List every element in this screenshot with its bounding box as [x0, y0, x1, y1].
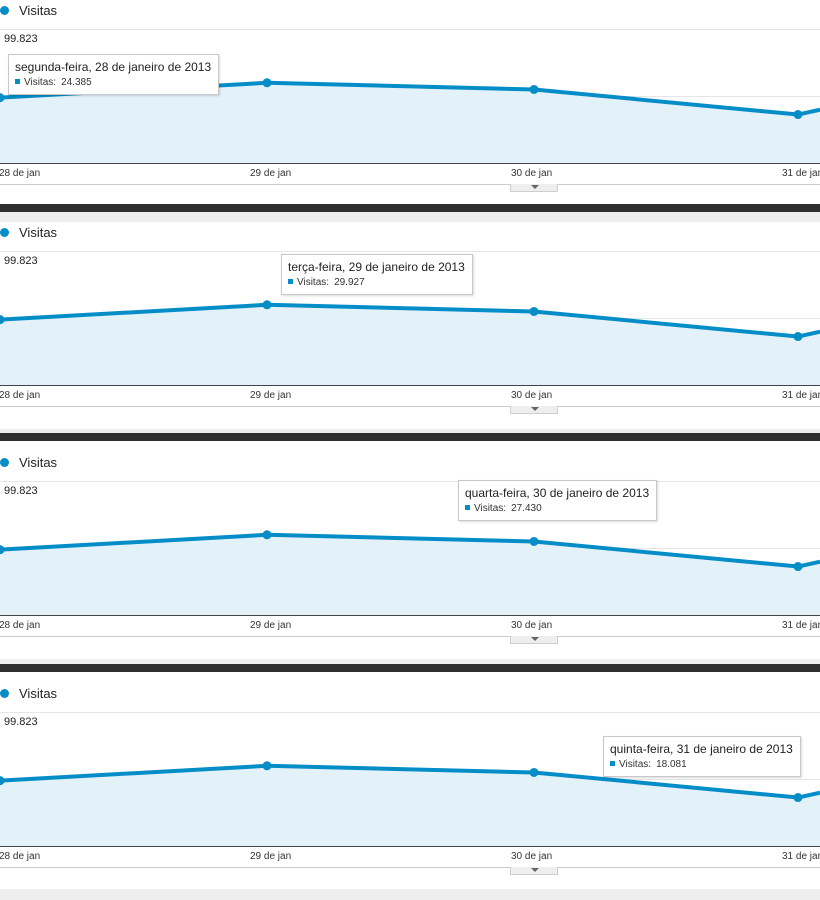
- x-tick-label: 29 de jan: [250, 390, 292, 401]
- tooltip-metric-value: 29.927: [334, 277, 365, 288]
- chart-panel-1: Visitas 99.823 28 de jan 29 de jan 30 de jan…: [0, 0, 820, 204]
- series-swatch-icon: [15, 79, 20, 84]
- panel-divider: [0, 204, 820, 212]
- series-area-visitas: [0, 304, 820, 385]
- y-axis-max-label: 99.823: [4, 255, 38, 267]
- x-tick-label: 31 de jan: [782, 390, 820, 401]
- tooltip-date: terça-feira, 29 de janeiro de 2013: [288, 260, 465, 274]
- plot-area: [0, 251, 820, 407]
- chevron-down-icon: [531, 407, 539, 411]
- legend-dot-icon: [0, 458, 9, 467]
- data-point-3[interactable]: [529, 767, 539, 777]
- data-point-2[interactable]: [262, 78, 272, 88]
- tooltip-date: quarta-feira, 30 de janeiro de 2013: [465, 486, 650, 500]
- series-swatch-icon: [465, 505, 470, 510]
- plot-area: [0, 29, 820, 185]
- y-axis-max-label: 99.823: [4, 33, 38, 45]
- x-tick-label: 30 de jan: [511, 168, 553, 179]
- x-tick-label: 28 de jan: [0, 168, 41, 179]
- data-point-1[interactable]: [0, 545, 5, 555]
- data-point-2[interactable]: [262, 761, 272, 771]
- x-tick-label: 28 de jan: [0, 390, 41, 401]
- data-point-2[interactable]: [262, 530, 272, 540]
- panel-gap: [0, 889, 820, 900]
- legend-dot-icon: [0, 228, 9, 237]
- tooltip-metric-label: Visitas:: [474, 503, 507, 514]
- plot-area: [0, 712, 820, 868]
- data-point-1[interactable]: [0, 315, 5, 325]
- series-area-visitas: [0, 765, 820, 846]
- data-point-4[interactable]: [793, 332, 803, 342]
- chart-panel-3: Visitas 99.823 28 de jan 29 de jan 30 de jan…: [0, 452, 820, 656]
- data-point-3[interactable]: [529, 536, 539, 546]
- tooltip-metric-value: 24.385: [61, 77, 92, 88]
- tooltip-metric-label: Visitas:: [619, 759, 652, 770]
- tooltip-metric-value: 27.430: [511, 503, 542, 514]
- x-tick-label: 30 de jan: [511, 620, 553, 631]
- legend-label: Visitas: [19, 455, 58, 470]
- expand-handle[interactable]: [510, 636, 558, 644]
- x-tick-label: 28 de jan: [0, 620, 41, 631]
- panel-gap: [0, 429, 820, 433]
- tooltip-date: segunda-feira, 28 de janeiro de 2013: [15, 60, 212, 74]
- chart-panel-2: Visitas 99.823 28 de jan 29 de jan 30 de jan…: [0, 222, 820, 426]
- data-point-4[interactable]: [793, 110, 803, 120]
- series-swatch-icon: [288, 279, 293, 284]
- x-tick-label: 29 de jan: [250, 168, 292, 179]
- expand-handle[interactable]: [510, 867, 558, 875]
- legend-dot-icon: [0, 689, 9, 698]
- legend-dot-icon: [0, 6, 9, 15]
- x-tick-label: 30 de jan: [511, 390, 553, 401]
- data-point-4[interactable]: [793, 793, 803, 803]
- panel-gap: [0, 659, 820, 664]
- data-point-1[interactable]: [0, 93, 5, 103]
- data-point-1[interactable]: [0, 776, 5, 786]
- data-point-3[interactable]: [529, 84, 539, 94]
- hover-tooltip: quarta-feira, 30 de janeiro de 2013 Visit…: [458, 480, 658, 521]
- hover-tooltip: terça-feira, 29 de janeiro de 2013 Visita…: [281, 254, 473, 295]
- plot-area: [0, 481, 820, 637]
- tooltip-date: quinta-feira, 31 de janeiro de 2013: [610, 742, 793, 756]
- x-tick-label: 31 de jan: [782, 168, 820, 179]
- x-tick-label: 30 de jan: [511, 851, 553, 862]
- x-tick-label: 29 de jan: [250, 620, 292, 631]
- x-tick-label: 28 de jan: [0, 851, 41, 862]
- tooltip-metric-row: Visitas: 18.081: [610, 758, 793, 772]
- series-area-visitas: [0, 82, 820, 163]
- tooltip-metric-label: Visitas:: [24, 77, 57, 88]
- hover-tooltip: segunda-feira, 28 de janeiro de 2013 Visi…: [8, 54, 220, 95]
- expand-handle[interactable]: [510, 406, 558, 414]
- legend-label: Visitas: [19, 225, 58, 240]
- chevron-down-icon: [531, 637, 539, 641]
- x-tick-label: 31 de jan: [782, 620, 820, 631]
- tooltip-metric-row: Visitas: 29.927: [288, 276, 465, 290]
- data-point-4[interactable]: [793, 562, 803, 572]
- legend-label: Visitas: [19, 686, 58, 701]
- series-swatch-icon: [610, 761, 615, 766]
- tooltip-metric-row: Visitas: 24.385: [15, 76, 211, 90]
- x-tick-label: 31 de jan: [782, 851, 820, 862]
- panel-divider: [0, 664, 820, 672]
- y-axis-max-label: 99.823: [4, 485, 38, 497]
- chart-panel-4: Visitas 99.823 28 de jan 29 de jan 30 de jan…: [0, 683, 820, 887]
- x-tick-label: 29 de jan: [250, 851, 292, 862]
- chevron-down-icon: [531, 868, 539, 872]
- series-area-visitas: [0, 534, 820, 615]
- panel-gap: [0, 212, 820, 222]
- tooltip-metric-row: Visitas: 27.430: [465, 502, 649, 516]
- hover-tooltip: quinta-feira, 31 de janeiro de 2013 Visit…: [603, 736, 801, 777]
- chevron-down-icon: [531, 185, 539, 189]
- expand-handle[interactable]: [510, 184, 558, 192]
- panel-divider: [0, 433, 820, 441]
- y-axis-max-label: 99.823: [4, 716, 38, 728]
- tooltip-metric-value: 18.081: [656, 759, 687, 770]
- legend-label: Visitas: [19, 3, 58, 18]
- data-point-2[interactable]: [262, 300, 272, 310]
- data-point-3[interactable]: [529, 306, 539, 316]
- tooltip-metric-label: Visitas:: [297, 277, 330, 288]
